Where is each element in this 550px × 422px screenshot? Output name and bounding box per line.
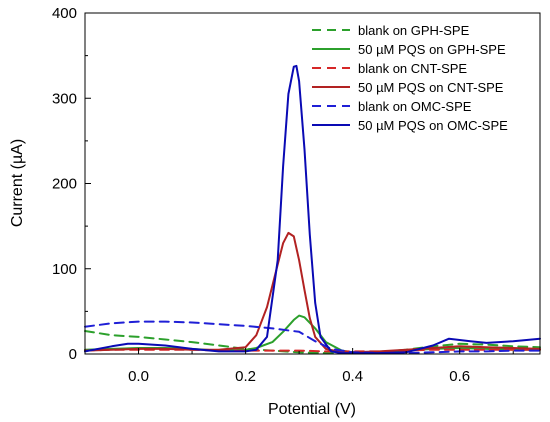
y-tick-label: 300 — [52, 90, 77, 107]
plot-frame — [84, 12, 541, 355]
x-axis-ticks: 0.0 0.2 0.4 0.6 — [128, 348, 514, 385]
series-line-6 — [84, 64, 541, 355]
legend-label-5: blank on OMC-SPE — [358, 99, 472, 114]
y-tick-label: 400 — [52, 5, 77, 22]
legend-label-4: 50 µM PQS on CNT-SPE — [358, 80, 504, 95]
x-tick-label: 0.6 — [449, 368, 470, 385]
x-tick-label: 0.0 — [128, 368, 149, 385]
legend-label-2: 50 µM PQS on GPH-SPE — [358, 42, 506, 57]
y-tick-label: 0 — [69, 346, 77, 363]
series-line-4 — [84, 231, 541, 354]
legend-label-1: blank on GPH-SPE — [358, 23, 470, 38]
legend-label-6: 50 µM PQS on OMC-SPE — [358, 118, 508, 133]
y-tick-label: 100 — [52, 261, 77, 278]
y-axis-ticks: 0 100 200 300 400 — [52, 5, 91, 363]
x-axis-title: Potential (V) — [268, 401, 356, 418]
y-axis-title: Current (µA) — [9, 139, 26, 227]
x-tick-label: 0.4 — [342, 368, 363, 385]
x-tick-label: 0.2 — [235, 368, 256, 385]
legend-label-3: blank on CNT-SPE — [358, 61, 467, 76]
y-tick-label: 200 — [52, 176, 77, 193]
series-line-1 — [84, 330, 541, 355]
legend: blank on GPH-SPE 50 µM PQS on GPH-SPE blan… — [312, 23, 508, 133]
plot-series — [84, 64, 541, 355]
